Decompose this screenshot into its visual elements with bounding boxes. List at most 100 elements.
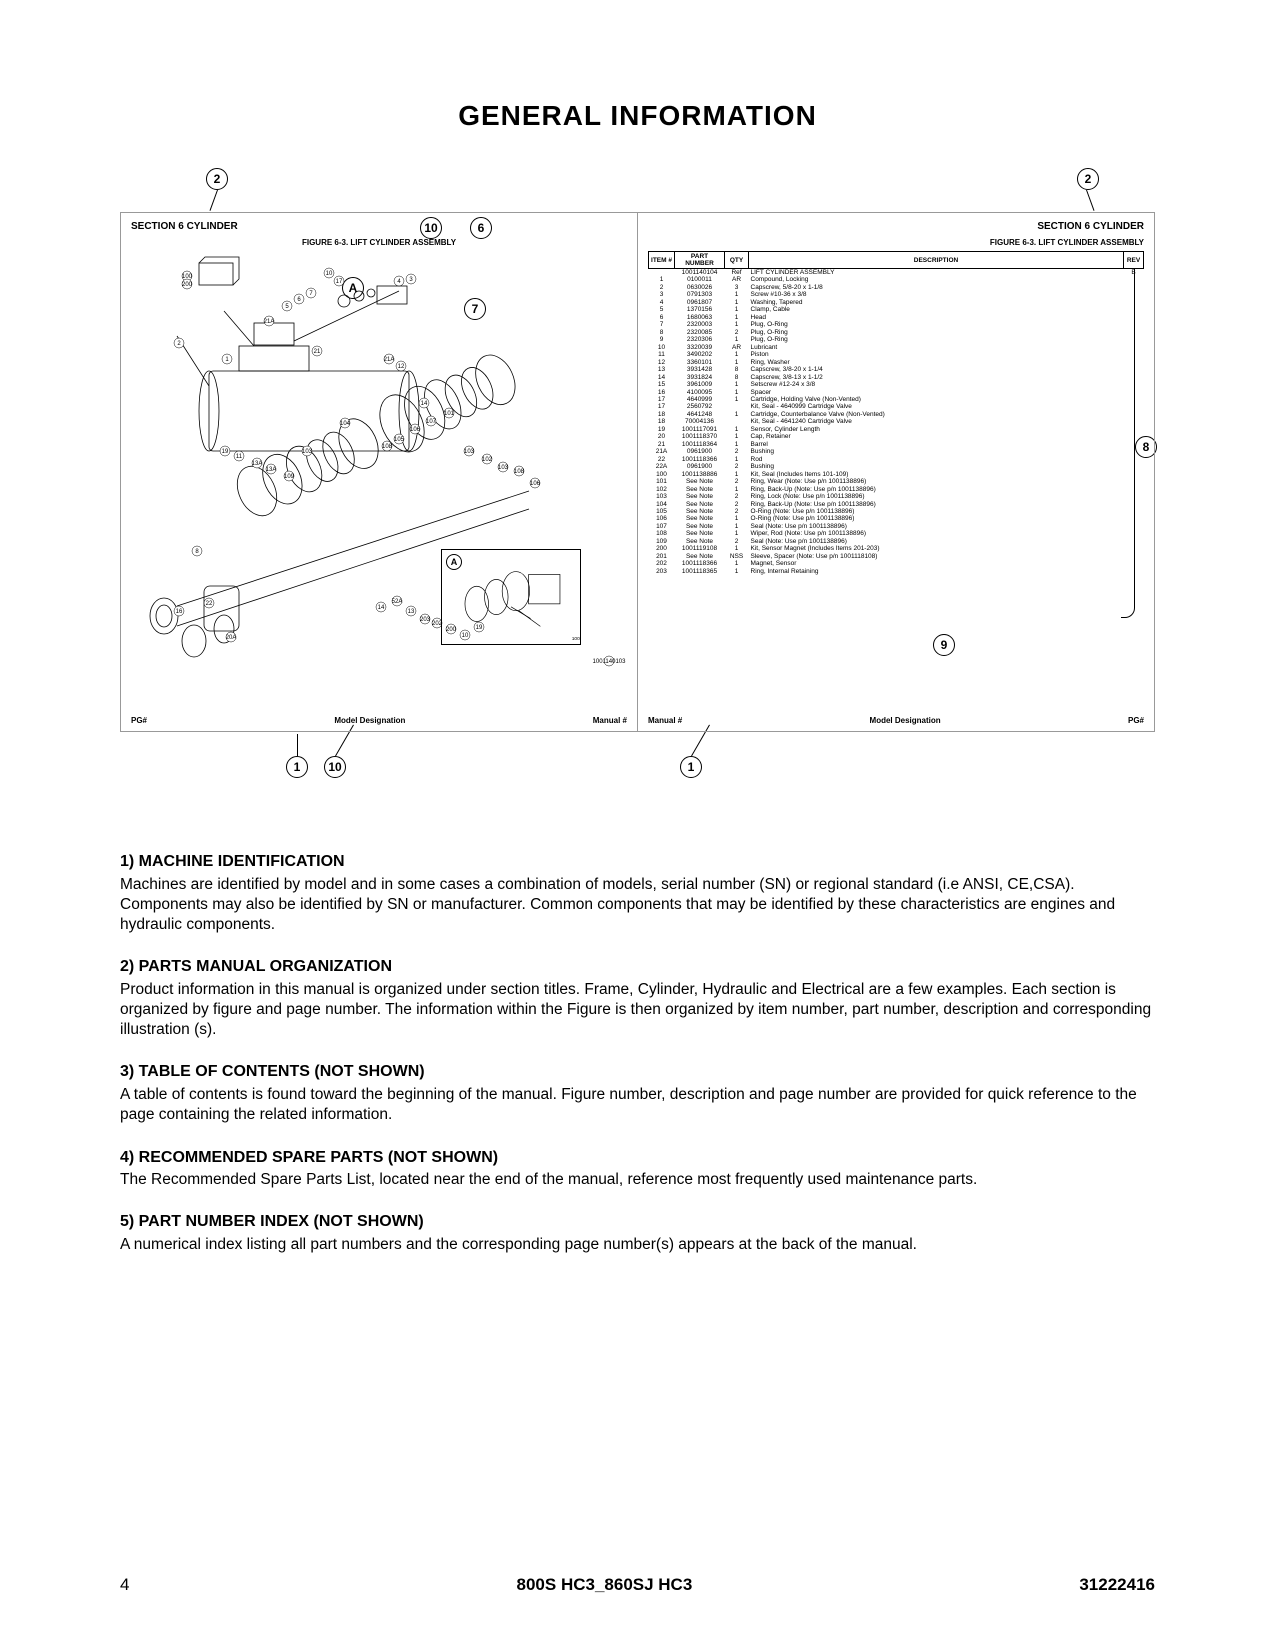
svg-text:107: 107 (426, 419, 437, 425)
leader (297, 734, 298, 756)
table-row: 109See Note2Seal (Note: Use p/n 10011388… (649, 538, 1144, 545)
right-section-hdr: SECTION 6 CYLINDER (648, 221, 1144, 232)
table-row: 101See Note2Ring, Wear (Note: Use p/n 10… (649, 478, 1144, 485)
table-row: 2110011183641Barrel (649, 441, 1144, 448)
lf-l: PG# (131, 716, 147, 725)
svg-text:104: 104 (340, 421, 351, 427)
col-description: DESCRIPTION (749, 252, 1124, 269)
table-row: 10010011388861Kit, Seal (Includes Items … (649, 471, 1144, 478)
table-row: 1539610091Setscrew #12-24 x 3/8 (649, 381, 1144, 388)
svg-text:20A: 20A (226, 635, 237, 641)
detail-inset: A 1001140104 (441, 549, 581, 645)
svg-text:21: 21 (314, 349, 321, 355)
page-footer: 4 800S HC3_860SJ HC3 31222416 (120, 1575, 1155, 1595)
table-row: 20310011183651Ring, Internal Retaining (649, 568, 1144, 575)
table-row: 22A09619002Bushing (649, 463, 1144, 470)
table-row: 103See Note2Ring, Lock (Note: Use p/n 10… (649, 493, 1144, 500)
table-row: 723200031Plug, O-Ring (649, 321, 1144, 328)
right-fig-title: FIGURE 6-3. LIFT CYLINDER ASSEMBLY (648, 238, 1144, 247)
table-row: 206300263Capscrew, 5/8-20 x 1-1/8 (649, 284, 1144, 291)
table-row: 1870004136Kit, Seal - 4641240 Cartridge … (649, 418, 1144, 425)
body-text: 1) MACHINE IDENTIFICATIONMachines are id… (120, 852, 1155, 1255)
svg-text:105: 105 (394, 437, 405, 443)
section-para-5: A numerical index listing all part numbe… (120, 1235, 1155, 1255)
table-row: 102See Note1Ring, Back-Up (Note: Use p/n… (649, 486, 1144, 493)
lf-r: Manual # (593, 716, 627, 725)
table-row: 201See NoteNSSSleeve, Spacer (Note: Use … (649, 553, 1144, 560)
section-heading-4: 4) RECOMMENDED SPARE PARTS (NOT SHOWN) (120, 1148, 1155, 1169)
svg-text:52A: 52A (392, 599, 403, 605)
section-heading-3: 3) TABLE OF CONTENTS (NOT SHOWN) (120, 1062, 1155, 1083)
table-row: 108See Note1Wiper, Rod (Note: Use p/n 10… (649, 530, 1144, 537)
callout-2-left: 2 (206, 168, 228, 190)
footer-center: 800S HC3_860SJ HC3 (517, 1575, 693, 1595)
section-heading-1: 1) MACHINE IDENTIFICATION (120, 852, 1155, 873)
svg-text:21A: 21A (264, 319, 275, 325)
table-row: 20010011191081Kit, Sensor Magnet (Includ… (649, 545, 1144, 552)
svg-text:13: 13 (408, 609, 415, 615)
right-footer: Manual # Model Designation PG# (648, 716, 1144, 725)
parts-table: ITEM #PART NUMBERQTYDESCRIPTIONREV 10011… (648, 251, 1144, 575)
exploded-drawing: 100200101721A56743212121A1214191113A13A1… (131, 251, 627, 671)
svg-text:103: 103 (498, 465, 509, 471)
leader (1086, 190, 1094, 211)
svg-text:108: 108 (382, 444, 393, 450)
figure-area: 2 2 10 6 A 7 8 9 1 10 1 SECTION 6 CYLIND… (120, 172, 1155, 812)
svg-text:106: 106 (530, 481, 541, 487)
col-qty: QTY (725, 252, 749, 269)
svg-text:11: 11 (236, 454, 243, 460)
table-row: 409618071Washing, Tapered (649, 299, 1144, 306)
table-row: 923203061Plug, O-Ring (649, 336, 1144, 343)
svg-text:16: 16 (176, 609, 183, 615)
section-heading-5: 5) PART NUMBER INDEX (NOT SHOWN) (120, 1212, 1155, 1233)
svg-text:17: 17 (336, 279, 343, 285)
table-row: 106See Note1O-Ring (Note: Use p/n 100113… (649, 515, 1144, 522)
svg-text:106: 106 (410, 427, 421, 433)
svg-text:21A: 21A (384, 357, 395, 363)
section-para-4: The Recommended Spare Parts List, locate… (120, 1170, 1155, 1190)
table-row: 2210011183661Rod (649, 456, 1144, 463)
table-row: 172560792Kit, Seal - 4640999 Cartridge V… (649, 403, 1144, 410)
svg-text:200: 200 (182, 282, 193, 288)
col-part-number: PART NUMBER (675, 252, 725, 269)
section-para-2: Product information in this manual is or… (120, 980, 1155, 1040)
section-para-3: A table of contents is found toward the … (120, 1085, 1155, 1125)
table-row: 616800631Head (649, 314, 1144, 321)
left-footer: PG# Model Designation Manual # (131, 716, 627, 725)
table-row: 105See Note2O-Ring (Note: Use p/n 100113… (649, 508, 1144, 515)
rf-l: Manual # (648, 716, 682, 725)
table-row: 823200852Plug, O-Ring (649, 329, 1144, 336)
left-section-hdr: SECTION 6 CYLINDER (131, 221, 627, 232)
callout-1-br: 1 (680, 756, 702, 778)
svg-text:103: 103 (302, 449, 313, 455)
table-row: 513701561Clamp, Cable (649, 306, 1144, 313)
section-heading-2: 2) PARTS MANUAL ORGANIZATION (120, 957, 1155, 978)
svg-text:14: 14 (378, 605, 385, 611)
table-row: 1439318248Capscrew, 3/8-13 x 1-1/2 (649, 374, 1144, 381)
svg-text:108: 108 (514, 469, 525, 475)
svg-text:12: 12 (398, 364, 405, 370)
panel-frame: SECTION 6 CYLINDER FIGURE 6-3. LIFT CYLI… (120, 212, 1155, 732)
table-row: 10100011ARCompound, Locking (649, 276, 1144, 283)
callout-2-right: 2 (1077, 168, 1099, 190)
svg-text:1001140103: 1001140103 (593, 659, 627, 665)
col-item-: ITEM # (649, 252, 675, 269)
svg-text:102: 102 (482, 457, 493, 463)
svg-text:10: 10 (326, 271, 333, 277)
table-row: 1339314288Capscrew, 3/8-20 x 1-1/4 (649, 366, 1144, 373)
footer-page: 4 (120, 1575, 129, 1595)
table-row: 1001140104RefLIFT CYLINDER ASSEMBLYB (649, 269, 1144, 277)
table-row: 1233601011Ring, Washer (649, 359, 1144, 366)
table-row: 21A09619002Bushing (649, 448, 1144, 455)
callout-10-bl: 10 (324, 756, 346, 778)
table-row: 103320039ARLubricant (649, 344, 1144, 351)
col-rev: REV (1124, 252, 1144, 269)
svg-text:1001140104: 1001140104 (572, 636, 580, 642)
section-para-1: Machines are identified by model and in … (120, 875, 1155, 935)
page-title: GENERAL INFORMATION (120, 100, 1155, 132)
svg-text:19: 19 (222, 449, 229, 455)
leader (210, 190, 218, 211)
rf-r: PG# (1128, 716, 1144, 725)
table-row: 104See Note2Ring, Back-Up (Note: Use p/n… (649, 501, 1144, 508)
table-row: 1641000951Spacer (649, 389, 1144, 396)
